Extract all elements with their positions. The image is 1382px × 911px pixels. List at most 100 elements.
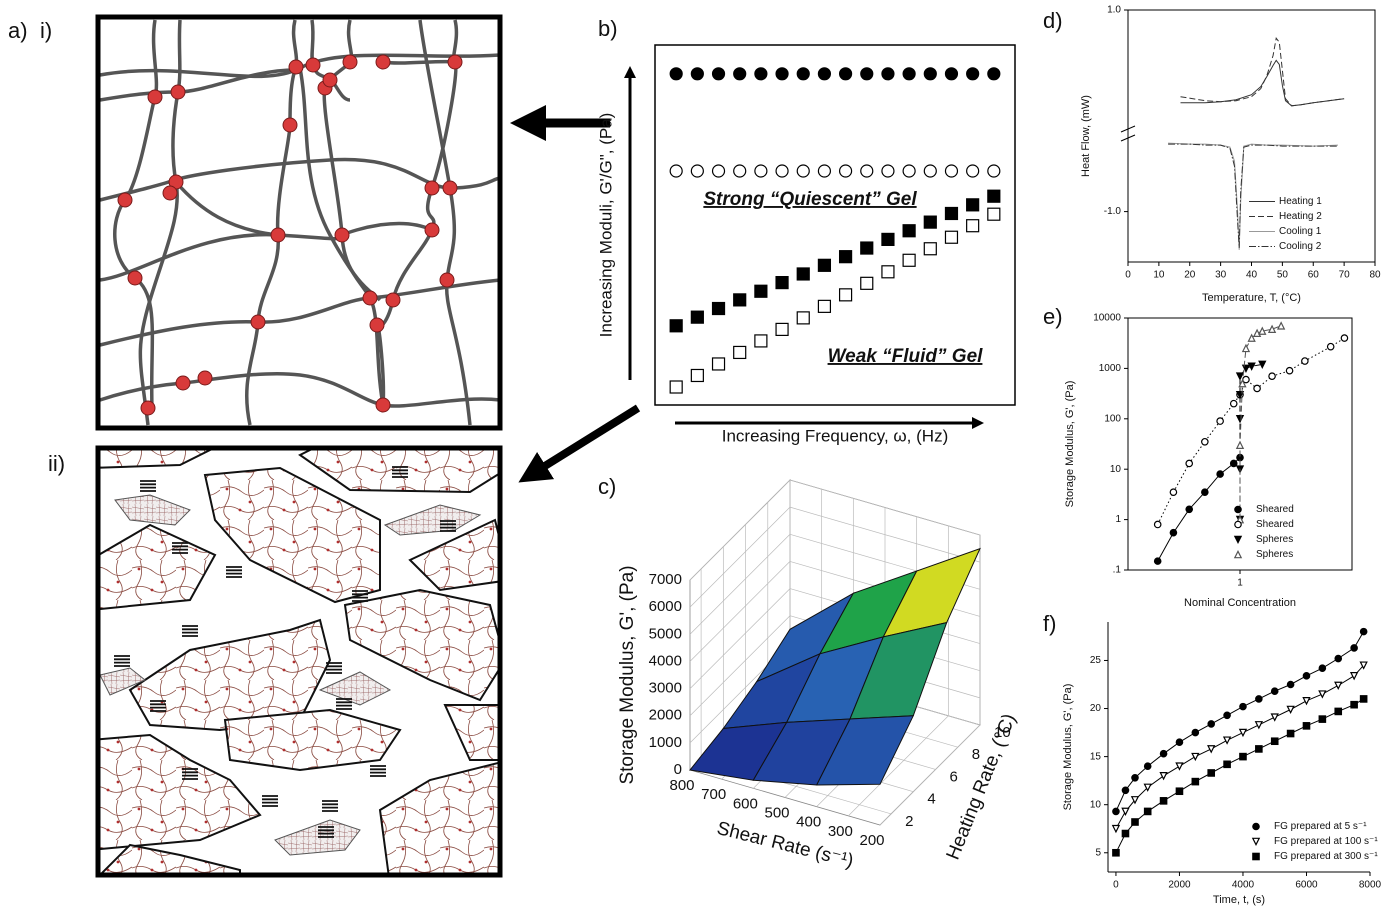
- y-tick-label: 1: [1115, 514, 1121, 525]
- data-point: [860, 241, 874, 255]
- data-point: [690, 368, 704, 383]
- data-point: [923, 215, 937, 229]
- data-point: [881, 265, 895, 279]
- z-tick-label: 7000: [649, 571, 682, 588]
- data-point: [1286, 680, 1295, 689]
- x-tick-label: 2000: [1168, 880, 1191, 891]
- legend-label: Heating 2: [1279, 211, 1322, 222]
- z-tick-label: 0: [674, 761, 682, 778]
- data-point: [923, 67, 937, 81]
- legend-label: Spheres: [1256, 534, 1293, 545]
- x-tick-label: 20: [1184, 270, 1196, 281]
- data-point: [1185, 505, 1194, 514]
- data-point: [1235, 415, 1245, 424]
- legend-marker: [1233, 535, 1243, 545]
- data-point: [1286, 705, 1295, 715]
- data-point: [1229, 399, 1238, 408]
- grid-line: [689, 615, 791, 716]
- data-point: [966, 219, 980, 233]
- data-point: [902, 253, 916, 267]
- legend-label: Sheared: [1256, 504, 1294, 515]
- y-tick-label: 6: [950, 768, 958, 785]
- y-tick-label: 25: [1090, 655, 1102, 666]
- legend-marker: [1234, 505, 1242, 514]
- network-diagram: [99, 19, 501, 426]
- series-line: [1168, 143, 1338, 248]
- data-point: [1238, 379, 1247, 388]
- panel-label: c): [598, 474, 616, 499]
- data-point: [1276, 321, 1286, 330]
- data-point: [1201, 488, 1209, 496]
- legend-label: FG prepared at 5 s⁻¹: [1274, 821, 1367, 832]
- legend-marker: [1233, 549, 1243, 559]
- data-point: [1175, 787, 1184, 796]
- data-point: [669, 67, 683, 81]
- data-point: [817, 164, 832, 178]
- data-point: [860, 276, 874, 290]
- data-point: [838, 288, 853, 302]
- legend-label: FG prepared at 300 s⁻¹: [1274, 851, 1378, 862]
- data-point: [1235, 440, 1245, 449]
- x-tick-label: 800: [669, 777, 694, 794]
- y-tick-label: 2: [905, 813, 913, 830]
- data-point: [1359, 695, 1368, 703]
- x-tick-label: 80: [1369, 270, 1381, 281]
- data-point: [754, 334, 768, 348]
- data-point: [1255, 695, 1263, 703]
- y-tick-label: 1.0: [1107, 5, 1121, 16]
- data-point: [838, 164, 853, 178]
- arrow: [518, 404, 641, 483]
- x-tick-label: 8000: [1359, 880, 1382, 891]
- data-point: [1302, 722, 1311, 730]
- data-point: [796, 311, 810, 325]
- data-point: [987, 189, 1001, 203]
- data-point: [1258, 360, 1267, 369]
- z-tick-label: 2000: [649, 707, 682, 724]
- legend-label: FG prepared at 100 s⁻¹: [1274, 836, 1378, 847]
- y-tick-label: 10: [1090, 799, 1102, 810]
- plot-frame: [654, 44, 1016, 406]
- x-axis-label: Increasing Frequency, ω, (Hz): [722, 426, 948, 445]
- data-point: [1318, 715, 1327, 723]
- data-point: [987, 164, 1001, 178]
- data-point: [923, 164, 937, 178]
- series-line: [1168, 142, 1339, 250]
- z-axis-label: Storage Modulus, G', (Pa): [617, 565, 638, 784]
- y-tick-label: -1.0: [1104, 206, 1122, 217]
- data-point: [860, 164, 874, 178]
- y-tick-label: 20: [1090, 703, 1102, 714]
- data-point: [796, 67, 810, 81]
- x-tick-label: 30: [1215, 270, 1227, 281]
- data-point: [1223, 711, 1231, 720]
- data-point: [711, 301, 726, 316]
- data-point: [902, 224, 916, 238]
- data-point: [881, 232, 895, 246]
- x-tick-label: 400: [796, 814, 821, 831]
- grid-line: [689, 561, 791, 662]
- data-point: [1318, 664, 1327, 672]
- data-point: [1216, 417, 1224, 425]
- data-point: [1222, 736, 1232, 745]
- data-point: [1143, 762, 1152, 771]
- panel-sublabel: ii): [48, 451, 65, 476]
- data-point: [817, 299, 832, 313]
- data-point: [1159, 772, 1168, 781]
- annotation: Weak “Fluid” Gel: [828, 346, 984, 367]
- data-point: [1239, 702, 1247, 711]
- annotation: Strong “Quiescent” Gel: [703, 189, 917, 210]
- data-point: [987, 207, 1001, 221]
- data-point: [1258, 326, 1267, 335]
- data-point: [669, 319, 683, 333]
- x-tick-label: 40: [1246, 270, 1258, 281]
- data-point: [944, 230, 959, 244]
- data-point: [1191, 752, 1200, 762]
- data-point: [1267, 324, 1277, 333]
- series-line: [1180, 36, 1345, 107]
- data-point: [1359, 661, 1368, 670]
- data-point: [796, 164, 810, 178]
- panel-label: a): [8, 18, 28, 43]
- panel-sublabel: i): [40, 18, 52, 43]
- y-axis-label: Heat Flow, (mW): [1080, 95, 1092, 177]
- data-point: [838, 67, 853, 81]
